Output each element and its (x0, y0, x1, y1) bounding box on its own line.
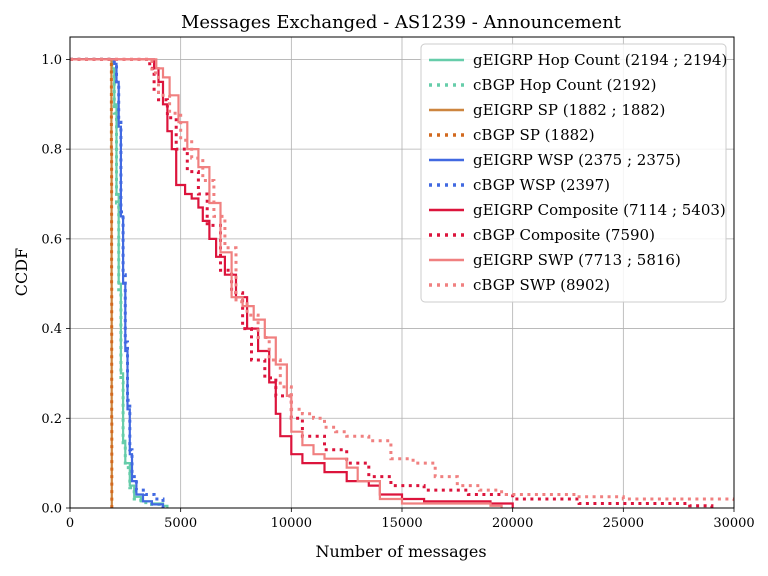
x-tick-label: 20000 (492, 516, 533, 531)
x-tick-label: 10000 (271, 516, 312, 531)
legend-entry: cBGP SWP (8902) (473, 276, 610, 294)
y-tick-label: 0.8 (41, 143, 62, 158)
legend-entry: gEIGRP SP (1882 ; 1882) (473, 101, 665, 119)
y-tick-label: 1.0 (41, 53, 62, 68)
legend-entry: cBGP Composite (7590) (473, 226, 655, 244)
series-line-8 (70, 58, 503, 508)
series-line-9 (70, 57, 734, 502)
series-line-3 (70, 57, 114, 508)
x-tick-label: 30000 (713, 516, 754, 531)
legend-entry: cBGP SP (1882) (473, 126, 595, 144)
legend-entry: gEIGRP SWP (7713 ; 5816) (473, 251, 681, 269)
x-tick-label: 15000 (381, 516, 422, 531)
x-axis-title: Number of messages (315, 542, 486, 561)
legend-entry: gEIGRP WSP (2375 ; 2375) (473, 151, 681, 169)
legend-entry: cBGP WSP (2397) (473, 176, 610, 194)
series-line-1 (70, 57, 163, 508)
y-tick-label: 0.0 (41, 502, 62, 517)
series-line-7 (70, 57, 714, 508)
x-tick-label: 0 (66, 516, 74, 531)
legend-entry: gEIGRP Composite (7114 ; 5403) (473, 201, 726, 219)
series-line-2 (70, 58, 113, 508)
legend: gEIGRP Hop Count (2194 ; 2194) cBGP Hop C… (420, 43, 727, 303)
x-tick-label: 5000 (164, 516, 197, 531)
y-tick-label: 0.6 (41, 232, 62, 247)
y-tick-label: 0.4 (41, 322, 62, 337)
axis-ticks: 0 5000 10000 15000 20000 25000 30000 0.0 0.2 0.4 0… (41, 53, 754, 531)
legend-entry: cBGP Hop Count (2192) (473, 76, 657, 94)
series-layer (70, 57, 734, 508)
series-line-5 (70, 57, 165, 508)
legend-entry: gEIGRP Hop Count (2194 ; 2194) (473, 51, 727, 69)
y-tick-label: 0.2 (41, 412, 62, 427)
chart-title: Messages Exchanged - AS1239 - Announceme… (181, 12, 622, 33)
x-tick-label: 25000 (603, 516, 644, 531)
y-axis-title: CCDF (12, 248, 31, 296)
legend-box (420, 43, 727, 303)
